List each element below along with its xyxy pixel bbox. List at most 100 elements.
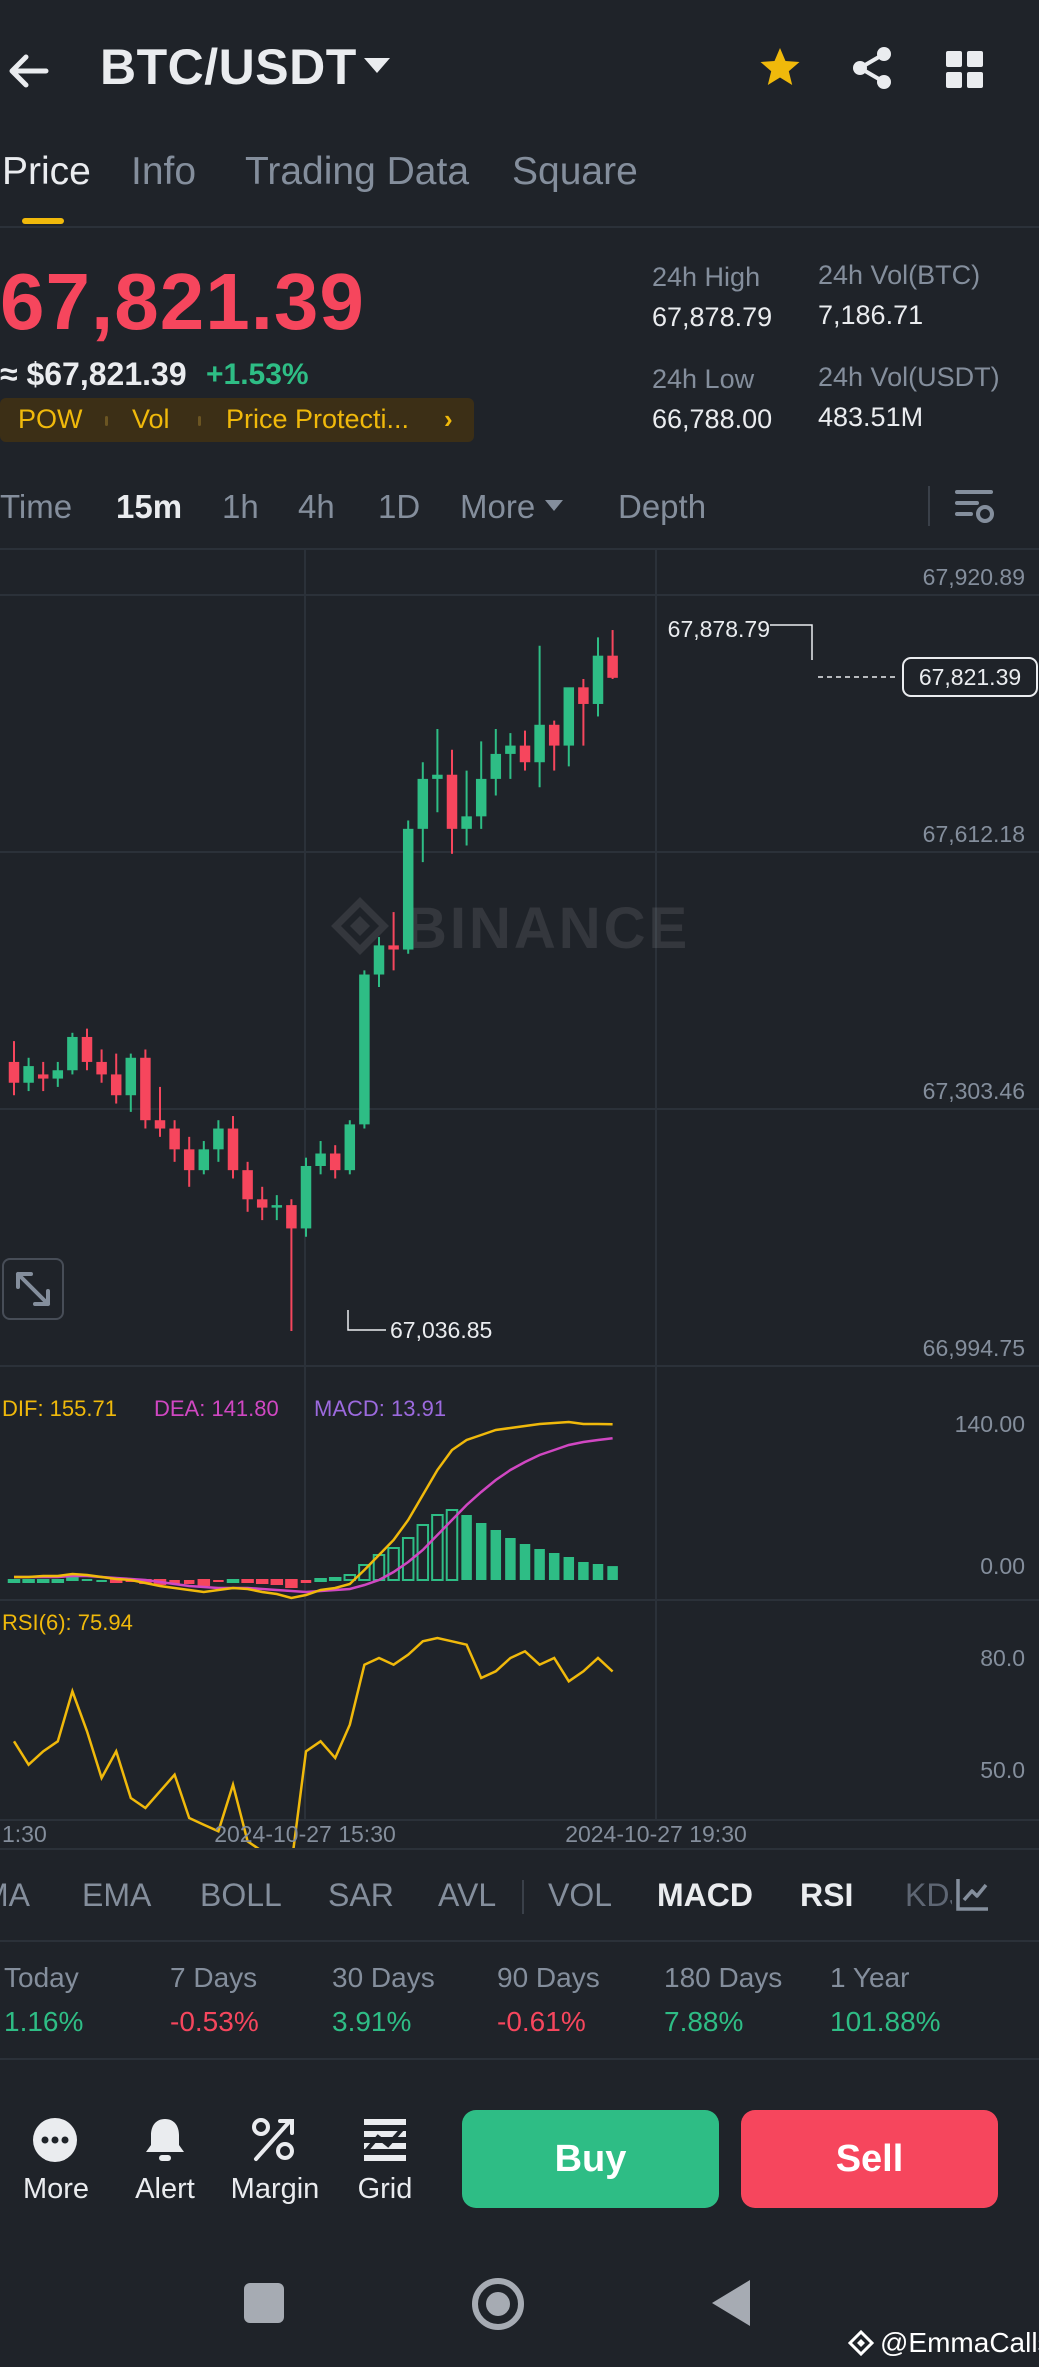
candle-body	[432, 774, 443, 779]
perf-top-divider	[0, 1940, 1039, 1942]
y-tick-label: 67,920.89	[923, 564, 1025, 590]
macd-histogram-bar	[66, 1577, 79, 1581]
perf-bottom-divider	[0, 2058, 1039, 2060]
candle-body	[490, 753, 502, 779]
vol-btc-value: 7,186.71	[818, 300, 924, 330]
rsi-panel	[12, 1636, 614, 1850]
binance-watermark: BINANCE	[405, 896, 690, 961]
tf-time[interactable]: Time	[0, 488, 73, 525]
sell-button[interactable]: Sell	[741, 2110, 998, 2208]
share-icon[interactable]	[848, 44, 896, 92]
tab-price[interactable]: Price	[2, 150, 91, 193]
margin-icon[interactable]	[250, 2115, 300, 2165]
macd-histogram-bar	[36, 1579, 50, 1583]
candle-body	[592, 655, 604, 704]
candle-body	[96, 1061, 107, 1075]
indicator-macd[interactable]: MACD	[657, 1877, 753, 1913]
indicator-boll[interactable]: BOLL	[200, 1877, 282, 1913]
candle-body	[475, 778, 487, 817]
tf-depth[interactable]: Depth	[618, 488, 707, 525]
high-price-marker: 67,878.79	[668, 616, 813, 660]
rsi-tick-label: 50.0	[980, 1757, 1025, 1783]
macd-tick-label: 140.00	[955, 1411, 1025, 1437]
bell-alert-icon[interactable]	[140, 2115, 190, 2165]
macd-histogram-bar	[505, 1538, 516, 1580]
macd-histogram-bar	[445, 1509, 459, 1581]
candle-body	[110, 1074, 122, 1096]
candle-body	[315, 1153, 326, 1166]
low-value: 66,788.00	[652, 404, 773, 434]
badge-vol[interactable]: Vol	[132, 404, 170, 434]
margin-label[interactable]: Margin	[230, 2173, 320, 2205]
macd-histogram-bar	[387, 1547, 400, 1581]
indicator-avl[interactable]: AVL	[438, 1877, 497, 1913]
macd-value-legend: MACD: 13.91	[314, 1396, 446, 1421]
candle-body	[183, 1149, 195, 1171]
macd-dif-line	[14, 1420, 613, 1600]
indicator-kdj[interactable]: KDJ	[905, 1877, 952, 1913]
candle-body	[388, 945, 399, 950]
candlestick-chart[interactable]: BINANCE 67,920.89 67,612.18 67,303.46 66…	[0, 550, 1039, 1850]
last-price-tag-box[interactable]	[902, 657, 1038, 697]
macd-histogram-bar	[270, 1579, 284, 1585]
candle-body	[227, 1128, 239, 1171]
star-icon[interactable]	[756, 44, 804, 92]
badge-price-protection[interactable]: Price Protecti...	[226, 404, 410, 434]
tf-1h[interactable]: 1h	[222, 488, 259, 525]
alert-label[interactable]: Alert	[135, 2173, 195, 2205]
rsi-legend: RSI(6): 75.94	[2, 1610, 133, 1635]
chart-grid	[0, 550, 1039, 1821]
macd-histogram-bar	[431, 1514, 444, 1581]
home-icon[interactable]	[472, 2278, 524, 2330]
tf-separator	[928, 486, 930, 526]
fiat-price: ≈ $67,821.39	[0, 356, 187, 392]
grid-icon[interactable]	[945, 50, 985, 90]
candle-body	[256, 1199, 268, 1208]
macd-histogram-bar	[314, 1578, 327, 1582]
caret-down-icon[interactable]	[545, 500, 563, 511]
high-label: 24h High	[652, 262, 761, 292]
macd-histogram-bar	[607, 1566, 618, 1580]
perf-label: 180 Days	[664, 1962, 783, 1993]
tab-trading-data[interactable]: Trading Data	[245, 150, 470, 193]
indicator-vol[interactable]: VOL	[548, 1877, 613, 1913]
candle-body	[359, 974, 370, 1125]
macd-histogram-bar	[475, 1523, 487, 1580]
fullscreen-expand-icon[interactable]	[2, 1258, 64, 1320]
candle-body	[563, 687, 575, 746]
indicator-ma[interactable]: MA	[0, 1877, 30, 1913]
macd-histogram-bar	[461, 1515, 472, 1580]
tf-15m[interactable]: 15m	[116, 488, 183, 525]
grid-bot-icon[interactable]	[360, 2115, 410, 2165]
macd-histogram-bar	[96, 1580, 107, 1582]
perf-value: -0.53%	[170, 2006, 259, 2037]
macd-histogram-bar	[183, 1580, 195, 1584]
badge-pow[interactable]: POW	[18, 404, 83, 434]
back-arrow-icon[interactable]	[4, 46, 54, 96]
x-tick-label: 2024-10-27 19:30	[565, 1821, 747, 1847]
more-icon[interactable]	[30, 2115, 80, 2165]
more-label[interactable]: More	[22, 2173, 90, 2205]
candle-body	[169, 1128, 180, 1150]
indicator-settings-icon[interactable]	[955, 1876, 991, 1912]
chevron-right-icon[interactable]: ›	[444, 404, 453, 434]
tf-more[interactable]: More	[460, 488, 536, 525]
last-price-tag: 67,821.39	[919, 664, 1021, 690]
tf-4h[interactable]: 4h	[298, 488, 335, 525]
tab-square[interactable]: Square	[512, 150, 638, 193]
tf-1d[interactable]: 1D	[378, 488, 421, 525]
grid-label[interactable]: Grid	[357, 2173, 413, 2205]
indicator-ema[interactable]: EMA	[82, 1877, 152, 1913]
indicator-rsi[interactable]: RSI	[800, 1877, 854, 1913]
high-value: 67,878.79	[652, 302, 773, 332]
buy-button[interactable]: Buy	[462, 2110, 719, 2208]
recent-apps-icon[interactable]	[244, 2283, 284, 2323]
vol-btc-label: 24h Vol(BTC)	[818, 260, 981, 290]
pair-title[interactable]: BTC/USDT	[100, 39, 357, 95]
tab-info[interactable]: Info	[131, 150, 197, 193]
chart-settings-icon[interactable]	[955, 488, 995, 526]
nav-back-icon[interactable]	[712, 2280, 750, 2326]
caret-down-icon[interactable]	[364, 58, 390, 73]
indicator-sar[interactable]: SAR	[328, 1877, 394, 1913]
tag-badges[interactable]	[0, 398, 474, 442]
